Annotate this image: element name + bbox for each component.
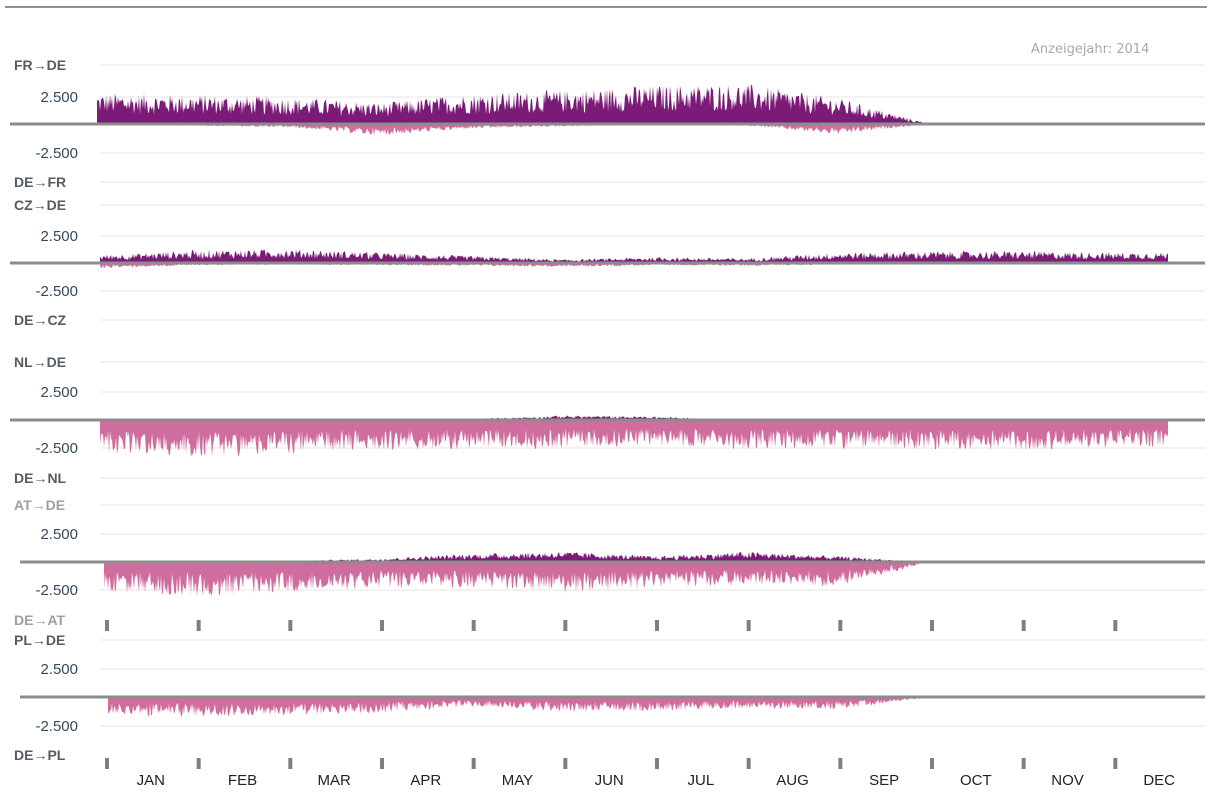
month-separator xyxy=(563,758,568,769)
series-import-3 xyxy=(104,551,957,562)
month-separator xyxy=(1113,758,1118,769)
series-export-2 xyxy=(100,420,1168,457)
month-label: DEC xyxy=(1143,772,1175,789)
ytick-label: 2.500 xyxy=(40,384,78,401)
panel-0 xyxy=(97,84,957,136)
month-separator xyxy=(288,620,293,631)
flow-label-export: DE→AT xyxy=(14,612,66,628)
series-export-0 xyxy=(97,124,957,136)
month-separator xyxy=(105,758,109,769)
month-separator xyxy=(1021,620,1026,631)
month-separator xyxy=(288,758,293,769)
month-label: AUG xyxy=(776,772,809,789)
panel-4 xyxy=(108,695,957,717)
month-separator xyxy=(838,758,843,769)
series-import-0 xyxy=(97,84,957,124)
ytick-label: 2.500 xyxy=(40,526,78,543)
series-export-1 xyxy=(100,263,1168,269)
month-label: FEB xyxy=(228,772,257,789)
month-separator xyxy=(196,758,201,769)
month-separator xyxy=(1021,758,1026,769)
ytick-label: -2.500 xyxy=(35,283,78,300)
flow-label-import: PL→DE xyxy=(14,632,65,648)
ytick-label: -2.500 xyxy=(35,718,78,735)
month-separator xyxy=(380,620,384,631)
month-label: SEP xyxy=(869,772,899,789)
ytick-label: 2.500 xyxy=(40,89,78,106)
ytick-label: -2.500 xyxy=(35,582,78,599)
month-separator xyxy=(930,620,934,631)
month-separator xyxy=(471,620,476,631)
panel-3 xyxy=(104,551,957,596)
year-label: Anzeigejahr: 2014 xyxy=(1031,42,1149,57)
month-separator xyxy=(1113,620,1118,631)
month-label: MAR xyxy=(317,772,351,789)
month-separator xyxy=(655,758,659,769)
series-export-3 xyxy=(104,562,957,596)
month-separator xyxy=(655,620,659,631)
flow-label-export: DE→NL xyxy=(14,470,67,486)
month-separator xyxy=(105,620,109,631)
month-label: APR xyxy=(410,772,441,789)
month-separator xyxy=(196,620,201,631)
series-import-1 xyxy=(100,249,1168,263)
flow-label-export: DE→PL xyxy=(14,747,66,763)
series-import-2 xyxy=(100,415,1168,420)
month-separator xyxy=(838,620,843,631)
series-export-4 xyxy=(108,697,957,717)
panel-1 xyxy=(100,249,1168,269)
month-label: NOV xyxy=(1051,772,1084,789)
month-separator xyxy=(746,758,751,769)
month-label: JAN xyxy=(137,772,165,789)
ytick-label: 2.500 xyxy=(40,228,78,245)
flow-label-import: FR→DE xyxy=(14,57,66,73)
month-separator xyxy=(930,758,934,769)
ytick-label: 2.500 xyxy=(40,661,78,678)
month-separator xyxy=(563,620,568,631)
month-separator xyxy=(746,620,751,631)
flow-label-import: AT→DE xyxy=(14,497,65,513)
ytick-label: -2.500 xyxy=(35,440,78,457)
month-label: JUL xyxy=(687,772,714,789)
flow-label-export: DE→CZ xyxy=(14,312,67,328)
month-label: JUN xyxy=(595,772,624,789)
flow-label-export: DE→FR xyxy=(14,174,66,190)
flow-label-import: NL→DE xyxy=(14,354,66,370)
panel-2 xyxy=(100,415,1168,457)
month-separator xyxy=(471,758,476,769)
ytick-label: -2.500 xyxy=(35,145,78,162)
month-separator xyxy=(380,758,384,769)
flow-label-import: CZ→DE xyxy=(14,197,66,213)
month-label: OCT xyxy=(960,772,992,789)
month-label: MAY xyxy=(502,772,533,789)
